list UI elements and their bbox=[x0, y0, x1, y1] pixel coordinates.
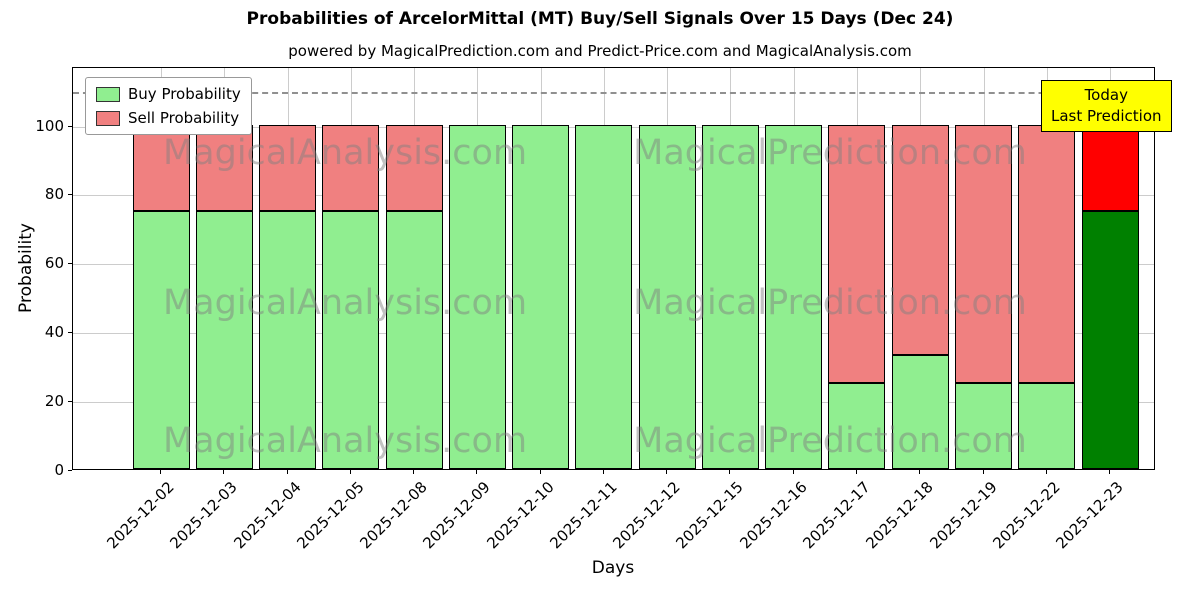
x-tick-mark bbox=[223, 470, 225, 474]
bar-buy-segment bbox=[448, 124, 506, 469]
bar-buy-segment bbox=[259, 210, 317, 469]
x-tick-label: 2025-12-23 bbox=[1052, 478, 1127, 553]
legend: Buy Probability Sell Probability bbox=[85, 77, 252, 135]
watermark-text: MagicalPrediction.com bbox=[633, 133, 1027, 173]
x-tick-mark bbox=[729, 470, 731, 474]
watermark-text: MagicalAnalysis.com bbox=[162, 283, 528, 323]
x-tick-mark bbox=[539, 470, 541, 474]
watermark-text: MagicalPrediction.com bbox=[633, 283, 1027, 323]
threshold-dashed-line bbox=[73, 92, 1154, 95]
legend-sell-swatch bbox=[96, 110, 120, 126]
x-tick-mark bbox=[666, 470, 668, 474]
x-tick-label: 2025-12-03 bbox=[166, 478, 241, 553]
chart-title: Probabilities of ArcelorMittal (MT) Buy/… bbox=[246, 9, 954, 29]
bar-buy-segment bbox=[132, 210, 190, 469]
x-tick-mark bbox=[602, 470, 604, 474]
x-tick-label: 2025-12-09 bbox=[419, 478, 495, 553]
bar-sell-segment bbox=[132, 124, 190, 211]
today-annotation: Today Last Prediction bbox=[1041, 80, 1172, 132]
y-tick-label: 20 bbox=[44, 392, 64, 411]
bar-buy-segment bbox=[765, 124, 823, 469]
bar-sell-segment bbox=[322, 124, 380, 211]
annotation-line2: Last Prediction bbox=[1051, 107, 1162, 125]
x-tick-mark bbox=[919, 470, 921, 474]
x-tick-label: 2025-12-19 bbox=[925, 478, 1001, 553]
legend-sell-label: Sell Probability bbox=[128, 109, 240, 127]
x-tick-label: 2025-12-15 bbox=[672, 478, 748, 553]
x-tick-mark bbox=[855, 470, 857, 474]
watermark-text: MagicalAnalysis.com bbox=[162, 421, 528, 461]
y-tick-mark bbox=[68, 194, 72, 196]
bar-buy-segment bbox=[1081, 210, 1139, 469]
annotation-line1: Today bbox=[1084, 86, 1128, 104]
x-tick-mark bbox=[1109, 470, 1111, 474]
y-tick-label: 0 bbox=[54, 461, 64, 479]
y-tick-mark bbox=[68, 125, 72, 127]
y-tick-mark bbox=[68, 332, 72, 334]
y-tick-mark bbox=[68, 263, 72, 265]
x-tick-mark bbox=[286, 470, 288, 474]
bar-sell-segment bbox=[259, 124, 317, 211]
x-tick-label: 2025-12-11 bbox=[546, 478, 621, 553]
x-tick-mark bbox=[349, 470, 351, 474]
x-tick-mark bbox=[792, 470, 794, 474]
x-tick-mark bbox=[476, 470, 478, 474]
y-tick-label: 60 bbox=[44, 254, 64, 273]
watermark-text: MagicalAnalysis.com bbox=[162, 133, 528, 173]
bar-buy-segment bbox=[891, 355, 949, 469]
y-tick-label: 80 bbox=[44, 185, 64, 204]
bar-sell-segment bbox=[1081, 124, 1139, 211]
y-tick-label: 100 bbox=[35, 116, 64, 135]
x-tick-label: 2025-12-04 bbox=[229, 478, 305, 553]
x-tick-label: 2025-12-10 bbox=[482, 478, 558, 553]
legend-buy-label: Buy Probability bbox=[128, 85, 241, 103]
bar-sell-segment bbox=[1018, 124, 1076, 383]
x-tick-mark bbox=[160, 470, 161, 474]
x-tick-label: 2025-12-22 bbox=[989, 478, 1064, 553]
bar-buy-segment bbox=[512, 124, 570, 469]
bar-sell-segment bbox=[955, 124, 1012, 383]
x-tick-label: 2025-12-16 bbox=[736, 478, 811, 553]
bar-buy-segment bbox=[575, 124, 633, 469]
x-tick-label: 2025-12-05 bbox=[293, 478, 368, 553]
x-axis-label: Days bbox=[591, 558, 635, 578]
bar-buy-segment bbox=[638, 124, 696, 469]
x-tick-mark bbox=[982, 470, 984, 474]
chart-subtitle: powered by MagicalPrediction.com and Pre… bbox=[288, 42, 912, 60]
x-tick-label: 2025-12-17 bbox=[799, 478, 874, 553]
bar-buy-segment bbox=[195, 210, 253, 469]
legend-item-sell: Sell Probability bbox=[96, 109, 241, 127]
y-tick-label: 40 bbox=[44, 323, 64, 342]
bar-sell-segment bbox=[891, 124, 949, 356]
bar-buy-segment bbox=[1018, 382, 1076, 469]
x-tick-label: 2025-12-18 bbox=[862, 478, 937, 553]
x-tick-label: 2025-12-08 bbox=[356, 478, 431, 553]
bar-buy-segment bbox=[701, 124, 759, 469]
y-tick-mark bbox=[68, 401, 72, 403]
bar-buy-segment bbox=[385, 210, 443, 469]
plot-area bbox=[72, 67, 1155, 470]
bar-sell-segment bbox=[828, 124, 886, 383]
x-tick-mark bbox=[413, 470, 415, 474]
bar-buy-segment bbox=[955, 382, 1012, 469]
x-tick-mark bbox=[1045, 470, 1047, 474]
legend-buy-swatch bbox=[96, 86, 120, 102]
watermark-text: MagicalPrediction.com bbox=[633, 421, 1027, 461]
bar-buy-segment bbox=[322, 210, 380, 469]
y-tick-mark bbox=[68, 470, 72, 471]
bar-sell-segment bbox=[385, 124, 443, 211]
x-tick-label: 2025-12-02 bbox=[103, 478, 178, 553]
bar-buy-segment bbox=[828, 382, 886, 469]
x-tick-label: 2025-12-12 bbox=[609, 478, 684, 553]
legend-item-buy: Buy Probability bbox=[96, 85, 241, 103]
